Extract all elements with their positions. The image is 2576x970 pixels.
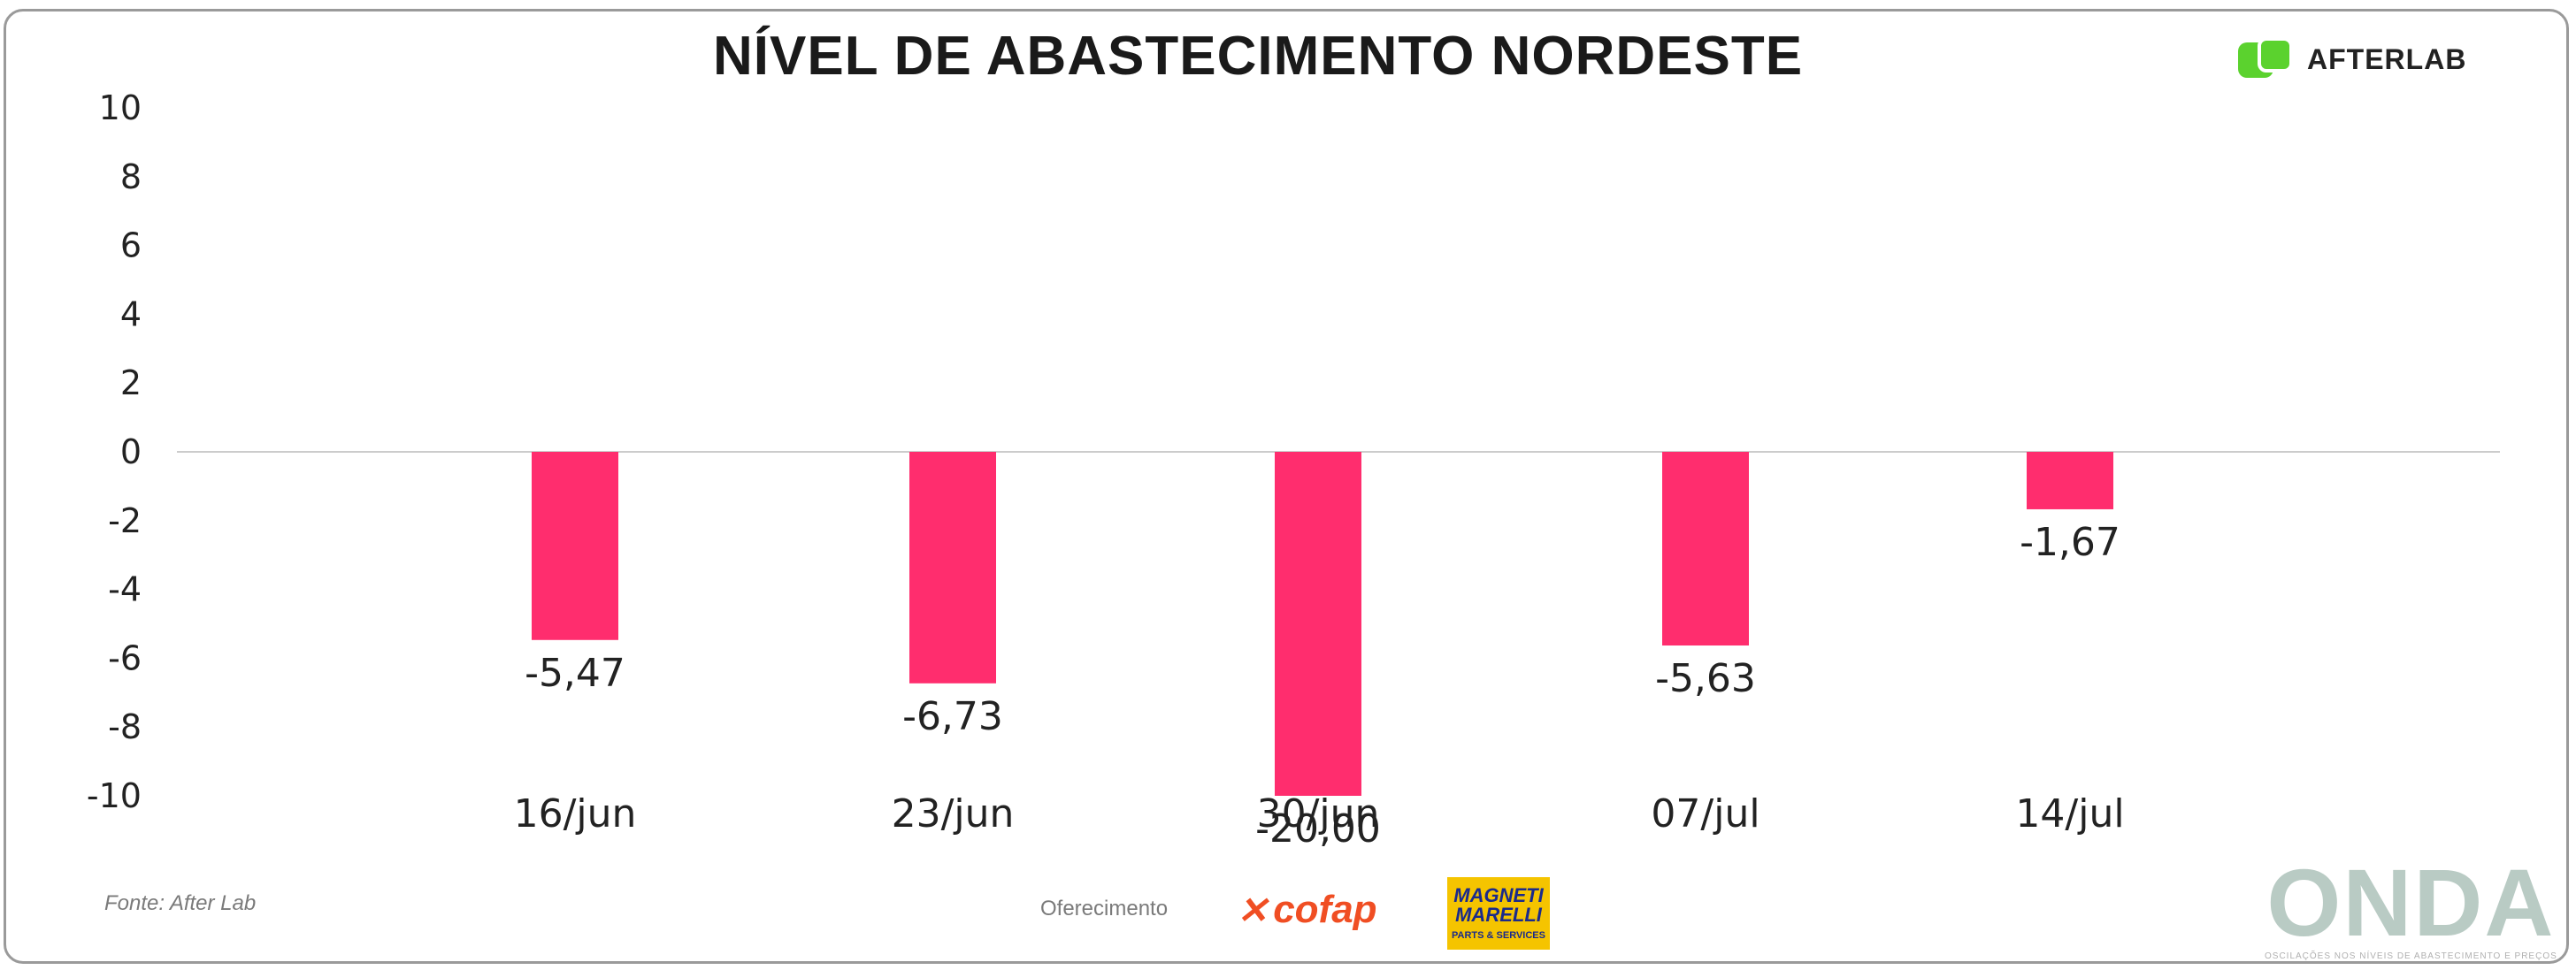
data-label: -6,73	[902, 694, 1003, 739]
source-note: Fonte: After Lab	[104, 891, 257, 915]
y-tick-label: 0	[120, 432, 142, 471]
y-tick-label: 10	[99, 88, 142, 127]
chart-title: NÍVEL DE ABASTECIMENTO NORDESTE	[713, 26, 1804, 87]
y-tick-label: -8	[108, 707, 142, 746]
y-tick-label: -10	[87, 776, 142, 815]
afterlab-logo: AFTERLAB	[2238, 37, 2466, 81]
magneti-logo-line2: MARELLI	[1455, 904, 1542, 926]
x-tick-label: 30/jun	[1257, 791, 1380, 836]
bar	[909, 452, 996, 684]
sponsor-label: Oferecimento	[1040, 897, 1169, 920]
cofap-mark-icon: ✕	[1237, 889, 1269, 931]
x-tick-label: 23/jun	[892, 791, 1015, 836]
data-label: -5,47	[525, 651, 625, 696]
x-tick-label: 07/jul	[1651, 791, 1760, 836]
x-tick-label: 14/jul	[2015, 791, 2124, 836]
onda-logo: ONDA OSCILAÇÕES NOS NÍVEIS DE ABASTECIME…	[2265, 849, 2557, 962]
cofap-logo-name: cofap	[1273, 888, 1377, 931]
onda-logo-word: ONDA	[2266, 849, 2556, 956]
bar	[1662, 452, 1749, 646]
y-tick-label: -4	[108, 570, 142, 609]
onda-logo-tagline: OSCILAÇÕES NOS NÍVEIS DE ABASTECIMENTO E…	[2265, 951, 2557, 961]
data-label: -20,00	[1255, 806, 1381, 852]
afterlab-logo-icon	[2238, 37, 2296, 81]
bar	[2027, 452, 2113, 509]
data-label: -1,67	[2020, 520, 2120, 565]
y-tick-label: 2	[120, 363, 142, 402]
x-tick-label: 16/jun	[514, 791, 637, 836]
y-tick-label: -6	[108, 638, 142, 677]
cofap-logo: ✕ cofap	[1237, 888, 1377, 932]
data-label: -5,63	[1655, 656, 1756, 701]
y-tick-label: -2	[108, 501, 142, 540]
magneti-marelli-logo: MAGNETI MARELLI PARTS & SERVICES	[1447, 877, 1550, 950]
y-tick-label: 8	[120, 157, 142, 196]
bar	[1275, 452, 1361, 796]
y-tick-label: 4	[120, 294, 142, 333]
magneti-logo-sub: PARTS & SERVICES	[1452, 930, 1545, 941]
bar	[532, 452, 618, 640]
magneti-logo-line1: MAGNETI	[1453, 884, 1544, 906]
y-tick-label: 6	[120, 226, 142, 265]
afterlab-logo-name: AFTERLAB	[2307, 42, 2467, 75]
